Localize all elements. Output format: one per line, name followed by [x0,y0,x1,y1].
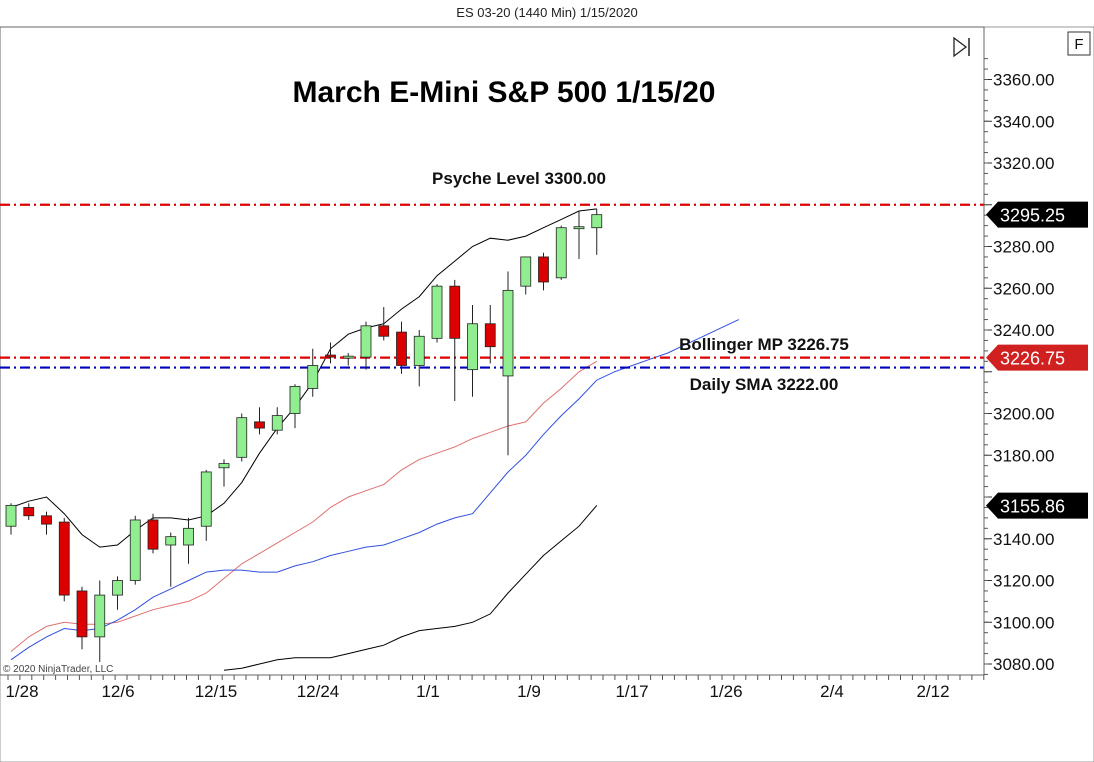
candle-body [591,214,603,229]
candles [5,208,603,662]
candle-body [396,331,407,366]
psyche-level-label: Psyche Level 3300.00 [432,169,606,188]
price-tag-label: 3155.86 [1000,497,1065,517]
y-tick-label: 3180.00 [993,446,1054,465]
skip-to-end-icon [953,36,968,58]
x-tick-label: 12/15 [195,682,238,701]
series-line-ma-blue [10,319,740,661]
y-tick-label: 3260.00 [993,279,1054,298]
series-line-bollinger-upper [10,208,597,548]
x-tick-label: 2/12 [916,682,949,701]
daily-sma-label: Daily SMA 3222.00 [690,375,839,394]
price-tag-label: 3226.75 [1000,349,1065,369]
y-tick-label: 3100.00 [993,613,1054,632]
plot-area [0,26,985,676]
candle-body [342,355,354,359]
y-tick-label: 3080.00 [993,655,1054,674]
candle-body [200,471,212,527]
window-title: ES 03-20 (1440 Min) 1/15/2020 [456,5,637,20]
x-tick-label: 1/17 [615,682,648,701]
fit-button[interactable]: F [1067,31,1091,56]
series-line-ma-red [10,360,598,652]
candle-body [449,285,461,339]
bollinger-mp-label: Bollinger MP 3226.75 [679,335,849,354]
x-tick-label: 2/4 [820,682,844,701]
candle-body [41,515,52,525]
candle-body [307,365,319,389]
candle-body [271,415,283,431]
candle-body [538,256,549,283]
y-tick-label: 3240.00 [993,321,1054,340]
horizontal-levels [0,203,984,369]
x-tick-label: 1/1 [416,682,440,701]
x-tick-label: 12/24 [297,682,340,701]
x-tick-label: 1/9 [517,682,541,701]
chart-title: March E-Mini S&P 500 1/15/20 [293,76,716,109]
price-tag-last [986,492,1088,519]
candle-body [218,463,230,469]
candle-body [378,325,390,337]
price-tags: 3295.25 3226.75 3155.86 [986,201,1088,519]
candle-body [520,256,532,287]
fit-button-label: F [1074,36,1083,53]
y-tick-label: 3360.00 [993,71,1054,90]
price-tag-label: 3295.25 [1000,206,1065,226]
candle-body [360,325,372,358]
series-line-bollinger-lower [223,505,598,671]
candle-body [413,335,425,366]
candle-body [58,521,70,596]
candle-body [129,519,141,581]
price-tag-last [986,201,1088,228]
price-tag-mp [986,344,1088,371]
y-tick-label: 3340.00 [993,112,1054,131]
scroll-to-end-button[interactable] [948,34,974,60]
x-tick-label: 1/28 [5,682,38,701]
candle-body [236,417,248,458]
candle-body [573,226,585,230]
copyright: © 2020 NinjaTrader, LLC [3,664,113,675]
candle-body [147,519,159,550]
y-tick-label: 3280.00 [993,238,1054,257]
x-tick-label: 12/6 [101,682,134,701]
candle-body [112,580,123,596]
y-tick-label: 3200.00 [993,405,1054,424]
candle-body [467,323,478,371]
y-tick-label: 3320.00 [993,154,1054,173]
candle-body [484,323,496,348]
candle-body [23,507,35,517]
candle-body [76,590,88,638]
y-tick-label: 3140.00 [993,530,1054,549]
candle-body [94,594,106,638]
candle-body [289,385,301,414]
indicator-lines [10,208,740,671]
y-tick-label: 3120.00 [993,572,1054,591]
candle-body [431,285,443,339]
candle-body [183,527,194,546]
candle-body [555,227,567,279]
y-axis: 3080.00 3100.00 3120.00 3140.00 3180.00 3200.… [983,27,1054,675]
candle-body [502,289,514,377]
candle-body [325,354,336,358]
candle-body [165,536,177,546]
candle-body [254,421,265,429]
x-tick-label: 1/26 [709,682,742,701]
x-axis: 1/28 12/6 12/15 12/24 1/1 1/9 1/17 1/26 2/4 2/12 [0,674,985,701]
candle-body [5,504,17,527]
